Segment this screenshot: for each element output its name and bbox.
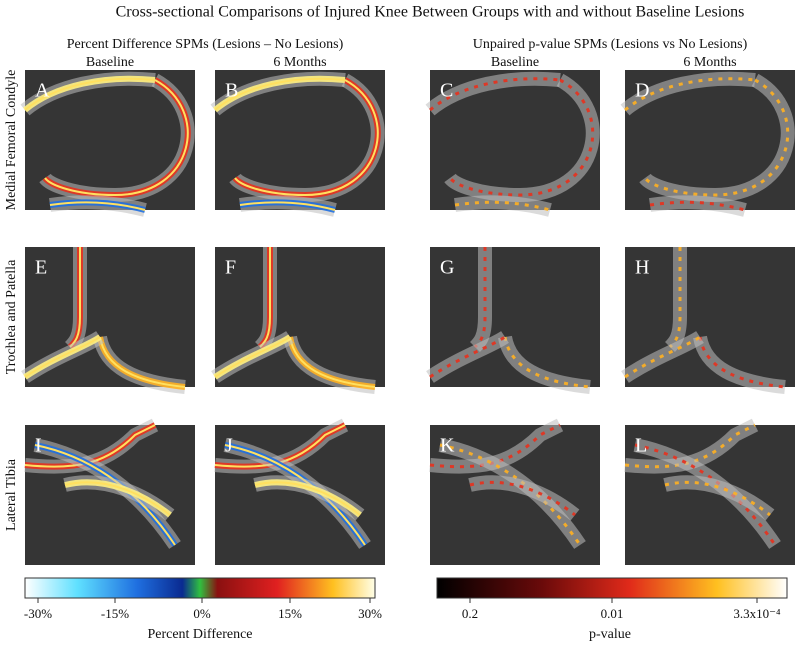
spm-overlay <box>624 335 701 379</box>
spm-highlight <box>254 481 361 516</box>
colorbar-tick-label: -15% <box>101 606 129 621</box>
colorbar-label: Percent Difference <box>147 627 252 642</box>
spm-overlay <box>448 78 595 197</box>
spm-highlight <box>49 201 146 211</box>
colorbar-label: p-value <box>589 627 631 642</box>
colorbar-tick-label: 15% <box>278 606 302 621</box>
spm-overlay <box>503 336 591 389</box>
spm-overlay <box>643 78 790 197</box>
figure-title: Cross-sectional Comparisons of Injured K… <box>116 4 745 21</box>
colorbar-tick-label: 0% <box>193 606 211 621</box>
panel-letter: D <box>635 80 649 102</box>
spm-highlight <box>24 77 156 111</box>
row-label: Lateral Tibia <box>4 458 19 531</box>
panel-letter: L <box>635 435 647 457</box>
spm-overlay <box>624 423 756 469</box>
image-panel: B <box>210 70 385 217</box>
image-panel: G <box>426 247 600 394</box>
spm-overlay <box>429 335 506 379</box>
image-panel: I <box>24 418 195 565</box>
spm-overlay <box>649 200 746 212</box>
panel-letter: A <box>35 80 50 102</box>
image-panel: D <box>620 70 795 217</box>
panel-letter: I <box>35 435 42 457</box>
image-panel: J <box>214 418 385 565</box>
spm-overlay <box>439 443 582 546</box>
spm-highlight <box>239 201 336 211</box>
spm-overlay <box>664 480 771 517</box>
spm-highlight <box>224 444 366 546</box>
panel-letter: E <box>35 257 47 279</box>
panel-letter: H <box>635 257 649 279</box>
row-label: Medial Femoral Condyle <box>4 70 19 211</box>
image-panel: C <box>425 70 600 217</box>
colorbar-tick-label: 0.2 <box>462 606 478 621</box>
spm-highlight <box>24 336 101 378</box>
group-title: Percent Difference SPMs (Lesions – No Le… <box>67 37 344 52</box>
image-panel: L <box>624 418 795 565</box>
column-header: 6 Months <box>273 55 326 70</box>
panel-letter: C <box>440 80 453 102</box>
column-header: Baseline <box>491 55 539 70</box>
panel-letter: F <box>225 257 236 279</box>
panel-letter: K <box>440 435 455 457</box>
spm-highlight <box>44 79 189 197</box>
spm-overlay <box>429 77 561 112</box>
spm-overlay <box>624 77 756 112</box>
colorbar-tick-label: 0.01 <box>601 606 624 621</box>
spm-highlight <box>289 336 376 388</box>
spm-highlight <box>99 336 186 388</box>
row-label: Trochlea and Patella <box>4 259 19 374</box>
image-panel: H <box>621 247 795 394</box>
image-panel: F <box>211 247 385 394</box>
panel-letter: B <box>225 80 238 102</box>
spm-overlay <box>454 200 551 212</box>
panel-letter: G <box>440 257 454 279</box>
image-panel: A <box>20 70 195 217</box>
spm-highlight <box>34 444 176 546</box>
colorbar-tick-label: 30% <box>358 606 382 621</box>
image-panel: E <box>21 247 195 394</box>
colorbar-tick-label: -30% <box>24 606 52 621</box>
spm-overlay <box>698 336 786 389</box>
spm-highlight <box>234 79 379 197</box>
colorbar <box>24 577 376 599</box>
spm-overlay <box>634 443 777 546</box>
panel-letter: J <box>225 435 233 457</box>
spm-overlay <box>429 423 561 469</box>
column-header: Baseline <box>86 55 134 70</box>
colorbar-tick-label: 3.3x10⁻⁴ <box>733 606 781 621</box>
group-title: Unpaired p-value SPMs (Lesions vs No Les… <box>473 37 748 52</box>
spm-highlight <box>214 77 346 111</box>
column-header: 6 Months <box>683 55 736 70</box>
colorbar <box>436 577 788 599</box>
image-panel: K <box>429 418 600 565</box>
spm-highlight <box>214 336 291 378</box>
spm-highlight <box>64 481 171 516</box>
spm-overlay <box>469 480 576 517</box>
